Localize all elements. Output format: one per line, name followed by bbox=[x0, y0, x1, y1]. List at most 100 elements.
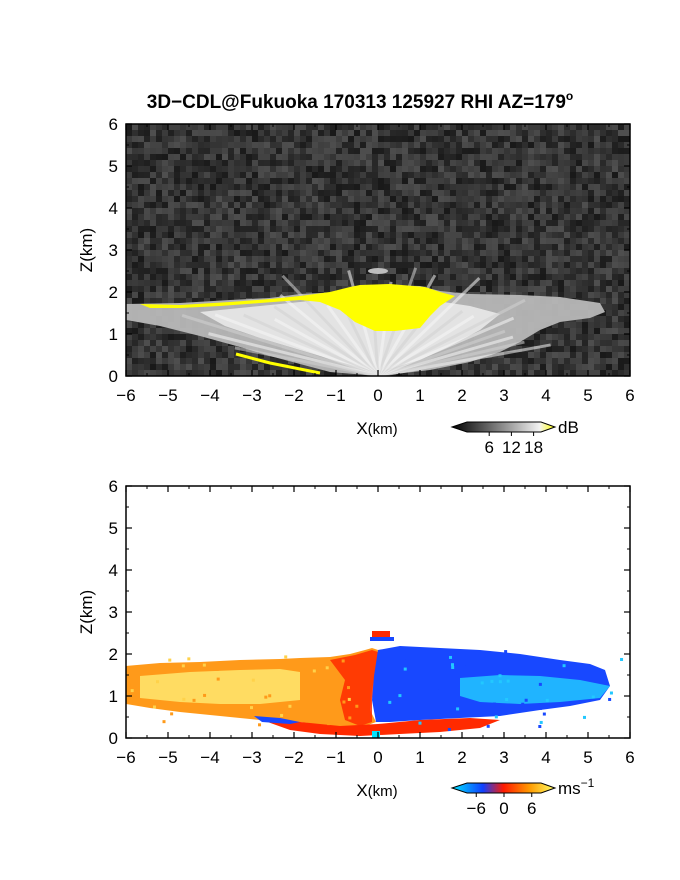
noise-cell bbox=[324, 238, 330, 244]
noise-cell bbox=[234, 154, 240, 160]
noise-cell bbox=[372, 274, 378, 280]
noise-cell bbox=[156, 298, 162, 304]
speckle bbox=[413, 658, 417, 662]
noise-cell bbox=[210, 232, 216, 238]
noise-cell bbox=[522, 154, 528, 160]
noise-cell bbox=[552, 220, 558, 226]
noise-cell bbox=[426, 262, 432, 268]
noise-cell bbox=[240, 370, 246, 376]
noise-cell bbox=[378, 196, 384, 202]
noise-cell bbox=[354, 136, 360, 142]
noise-cell bbox=[306, 262, 312, 268]
noise-cell bbox=[564, 148, 570, 154]
noise-cell bbox=[180, 292, 186, 298]
noise-cell bbox=[144, 280, 150, 286]
noise-cell bbox=[600, 202, 606, 208]
noise-cell bbox=[204, 220, 210, 226]
noise-cell bbox=[420, 184, 426, 190]
noise-cell bbox=[288, 184, 294, 190]
noise-cell bbox=[288, 250, 294, 256]
noise-cell bbox=[576, 178, 582, 184]
noise-cell bbox=[270, 160, 276, 166]
noise-cell bbox=[618, 130, 624, 136]
noise-cell bbox=[456, 154, 462, 160]
noise-cell bbox=[588, 190, 594, 196]
noise-cell bbox=[600, 250, 606, 256]
noise-cell bbox=[534, 136, 540, 142]
noise-cell bbox=[576, 226, 582, 232]
noise-cell bbox=[606, 352, 612, 358]
noise-cell bbox=[612, 286, 618, 292]
noise-cell bbox=[384, 238, 390, 244]
noise-cell bbox=[588, 232, 594, 238]
noise-cell bbox=[522, 256, 528, 262]
noise-cell bbox=[132, 250, 138, 256]
noise-cell bbox=[126, 208, 132, 214]
noise-cell bbox=[270, 220, 276, 226]
noise-cell bbox=[336, 286, 342, 292]
noise-cell bbox=[126, 160, 132, 166]
noise-cell bbox=[252, 190, 258, 196]
noise-cell bbox=[606, 196, 612, 202]
noise-cell bbox=[474, 166, 480, 172]
speckle bbox=[325, 666, 329, 670]
noise-cell bbox=[264, 178, 270, 184]
noise-cell bbox=[534, 268, 540, 274]
noise-cell bbox=[204, 256, 210, 262]
noise-cell bbox=[348, 178, 354, 184]
noise-cell bbox=[132, 334, 138, 340]
noise-cell bbox=[252, 364, 258, 370]
noise-cell bbox=[606, 292, 612, 298]
noise-cell bbox=[618, 202, 624, 208]
noise-cell bbox=[558, 196, 564, 202]
noise-cell bbox=[126, 124, 132, 130]
noise-cell bbox=[186, 256, 192, 262]
noise-cell bbox=[528, 274, 534, 280]
noise-cell bbox=[510, 208, 516, 214]
noise-cell bbox=[264, 124, 270, 130]
noise-cell bbox=[468, 208, 474, 214]
noise-cell bbox=[300, 226, 306, 232]
noise-cell bbox=[150, 196, 156, 202]
noise-cell bbox=[432, 166, 438, 172]
noise-cell bbox=[162, 202, 168, 208]
noise-cell bbox=[198, 124, 204, 130]
noise-cell bbox=[624, 124, 630, 130]
noise-cell bbox=[576, 244, 582, 250]
noise-cell bbox=[222, 184, 228, 190]
noise-cell bbox=[486, 358, 492, 364]
noise-cell bbox=[216, 346, 222, 352]
noise-cell bbox=[450, 286, 456, 292]
noise-cell bbox=[240, 196, 246, 202]
noise-cell bbox=[258, 184, 264, 190]
noise-cell bbox=[468, 190, 474, 196]
noise-cell bbox=[354, 238, 360, 244]
speckle bbox=[539, 720, 543, 724]
noise-cell bbox=[618, 274, 624, 280]
noise-cell bbox=[474, 286, 480, 292]
noise-cell bbox=[138, 130, 144, 136]
noise-cell bbox=[144, 208, 150, 214]
noise-cell bbox=[408, 262, 414, 268]
noise-cell bbox=[486, 226, 492, 232]
noise-cell bbox=[240, 160, 246, 166]
noise-cell bbox=[624, 256, 630, 262]
noise-cell bbox=[624, 190, 630, 196]
noise-cell bbox=[282, 232, 288, 238]
noise-cell bbox=[618, 166, 624, 172]
noise-cell bbox=[240, 208, 246, 214]
noise-cell bbox=[324, 154, 330, 160]
noise-cell bbox=[516, 244, 522, 250]
noise-cell bbox=[294, 172, 300, 178]
noise-cell bbox=[168, 340, 174, 346]
noise-cell bbox=[306, 268, 312, 274]
noise-cell bbox=[240, 358, 246, 364]
velocity-colorbar-bar bbox=[450, 782, 557, 794]
noise-cell bbox=[336, 160, 342, 166]
noise-cell bbox=[168, 286, 174, 292]
noise-cell bbox=[432, 142, 438, 148]
noise-cell bbox=[306, 172, 312, 178]
noise-cell bbox=[174, 340, 180, 346]
noise-cell bbox=[576, 232, 582, 238]
noise-cell bbox=[132, 370, 138, 376]
